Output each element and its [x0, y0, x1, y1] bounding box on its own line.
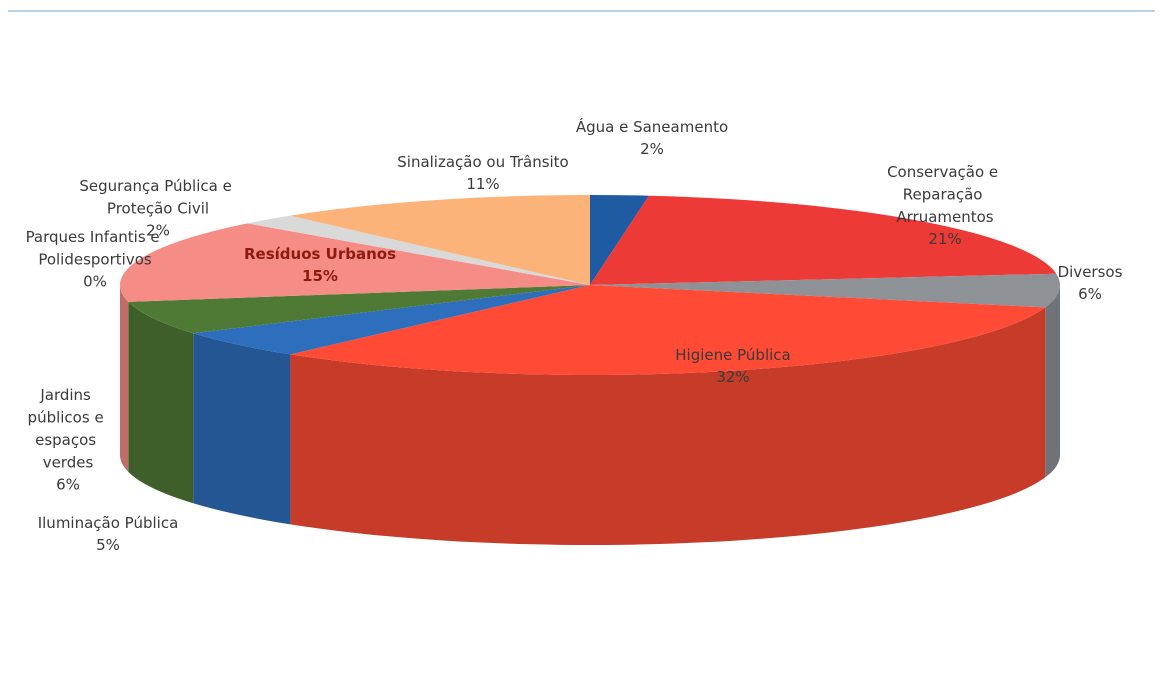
value-label: 5%	[96, 536, 120, 554]
category-label: Sinalização ou Trânsito	[397, 153, 569, 171]
category-label: Higiene Pública	[675, 346, 790, 364]
slice	[193, 285, 590, 355]
category-label: Jardins públicos e espaços verdes	[28, 386, 109, 472]
category-label: Parques Infantis e Polidesportivos	[26, 228, 165, 269]
category-label: Iluminação Pública	[38, 514, 179, 532]
slice-side	[120, 285, 129, 472]
value-label: 2%	[146, 222, 170, 240]
tops	[119, 195, 1061, 376]
slice	[590, 273, 1061, 308]
slice	[247, 215, 590, 285]
value-label: 0%	[83, 273, 107, 291]
slice-side	[128, 301, 194, 504]
value-label: 2%	[640, 140, 664, 158]
value-label: 6%	[56, 476, 80, 494]
slice	[290, 285, 1046, 376]
value-label: 6%	[1078, 285, 1102, 303]
slice-side	[193, 333, 291, 525]
value-label: 32%	[716, 368, 749, 386]
slice	[290, 195, 590, 285]
value-label: 11%	[466, 175, 499, 193]
category-label: Diversos	[1058, 263, 1123, 281]
category-label: Resíduos Urbanos	[244, 245, 396, 263]
slice	[128, 285, 590, 334]
labels: Água e Saneamento 2% Conservação e Reparaç…	[26, 117, 1123, 555]
slice-side	[1045, 285, 1060, 478]
slice	[590, 195, 1057, 285]
slice-side	[290, 307, 1046, 545]
value-label: 15%	[302, 267, 338, 285]
slice	[119, 223, 591, 302]
slice	[590, 195, 649, 285]
category-label: Conservação e Reparação Arruamentos	[887, 163, 1003, 226]
sides	[120, 285, 1060, 545]
category-label: Segurança Pública e Proteção Civil	[79, 177, 236, 218]
category-label: Água e Saneamento	[576, 117, 728, 136]
value-label: 21%	[928, 230, 961, 248]
